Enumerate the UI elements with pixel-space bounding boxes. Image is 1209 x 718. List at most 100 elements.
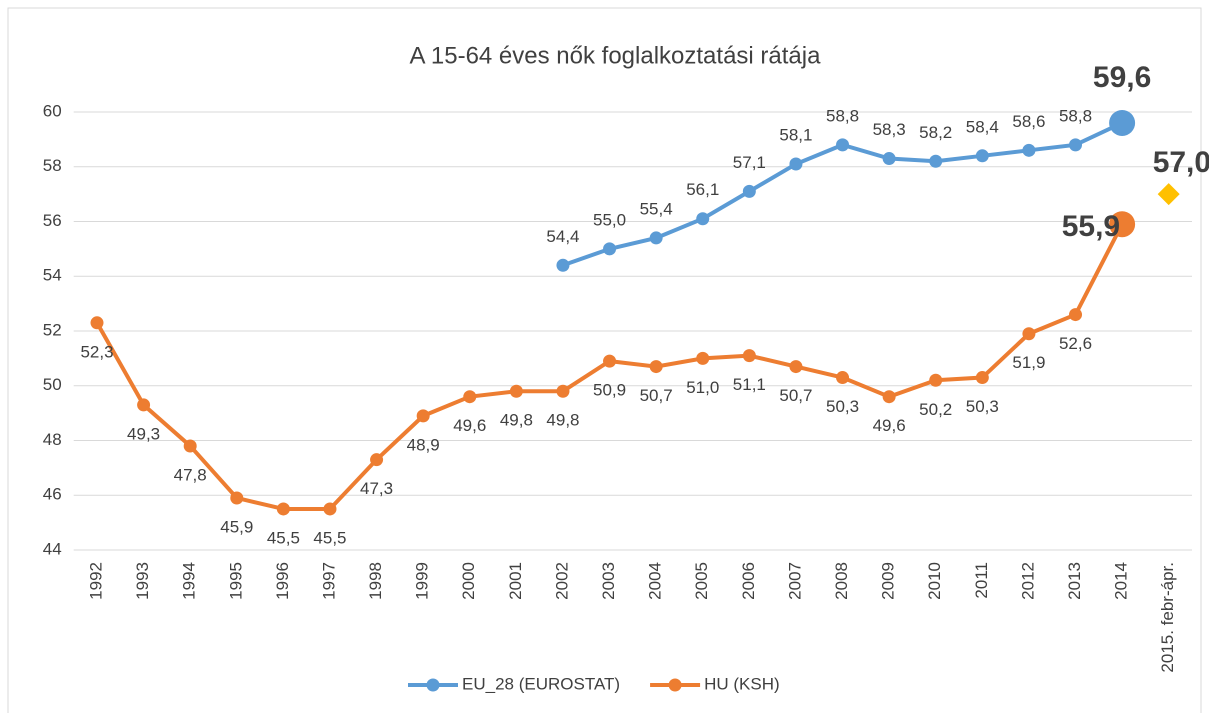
marker: [929, 373, 943, 387]
legend-marker: [668, 678, 682, 692]
data-label: 58,1: [779, 125, 812, 144]
data-label: 55,9: [1062, 210, 1120, 243]
x-tick-label: 1992: [86, 562, 105, 600]
marker: [836, 138, 850, 152]
y-tick-label: 56: [43, 211, 62, 230]
data-label: 56,1: [686, 180, 719, 199]
data-label: 52,3: [80, 342, 113, 361]
marker: [1022, 143, 1036, 157]
x-tick-label: 1996: [273, 562, 292, 600]
data-label: 48,9: [407, 435, 440, 454]
data-label: 51,1: [733, 375, 766, 394]
data-label: 59,6: [1093, 61, 1151, 94]
marker: [230, 491, 244, 505]
marker: [742, 184, 756, 198]
marker: [929, 154, 943, 168]
marker: [416, 409, 430, 423]
data-label: 45,5: [313, 528, 346, 547]
chart-title: A 15-64 éves nők foglalkoztatási rátája: [410, 42, 822, 69]
marker: [463, 390, 477, 404]
data-label: 50,7: [779, 386, 812, 405]
y-tick-label: 54: [43, 266, 62, 285]
x-tick-label: 2012: [1018, 562, 1037, 600]
x-tick-label: 2008: [832, 562, 851, 600]
data-label: 50,7: [640, 386, 673, 405]
y-tick-label: 44: [43, 539, 62, 558]
marker: [696, 351, 710, 365]
x-tick-label: 1997: [319, 562, 338, 600]
x-tick-label: 2011: [972, 562, 991, 599]
marker: [603, 242, 617, 256]
y-tick-label: 50: [43, 375, 62, 394]
marker: [370, 453, 384, 467]
data-label: 52,6: [1059, 334, 1092, 353]
marker: [603, 354, 617, 368]
marker: [1022, 327, 1036, 341]
marker: [137, 398, 151, 412]
x-tick-label: 2007: [785, 562, 804, 600]
legend-marker: [426, 678, 440, 692]
legend-label: EU_28 (EUROSTAT): [462, 674, 620, 693]
x-tick-label: 2010: [925, 562, 944, 600]
marker: [509, 384, 523, 398]
data-label: 58,3: [873, 120, 906, 139]
data-label: 45,9: [220, 517, 253, 536]
x-tick-label: 2004: [646, 562, 665, 600]
x-tick-label: 2003: [599, 562, 618, 600]
x-tick-label: 2015. febr-ápr.: [1158, 562, 1177, 673]
marker: [975, 371, 989, 385]
marker: [1157, 183, 1180, 206]
data-label: 49,8: [546, 411, 579, 430]
data-label: 55,4: [640, 199, 673, 218]
data-label: 49,6: [453, 416, 486, 435]
marker: [90, 316, 104, 330]
marker: [276, 502, 290, 516]
y-tick-label: 48: [43, 430, 62, 449]
data-label: 49,3: [127, 424, 160, 443]
data-label: 51,9: [1012, 353, 1045, 372]
marker: [183, 439, 197, 453]
marker: [1069, 138, 1083, 152]
x-tick-label: 2000: [459, 562, 478, 600]
x-tick-label: 2002: [552, 562, 571, 600]
data-label: 58,8: [826, 106, 859, 125]
y-tick-label: 58: [43, 156, 62, 175]
x-tick-label: 2005: [692, 562, 711, 600]
marker: [323, 502, 337, 516]
marker: [742, 349, 756, 363]
marker: [975, 149, 989, 163]
x-tick-label: 2001: [506, 562, 525, 600]
data-label: 58,8: [1059, 106, 1092, 125]
data-label: 50,3: [826, 397, 859, 416]
data-label: 57,0: [1153, 146, 1209, 179]
x-tick-label: 1993: [133, 562, 152, 600]
data-label: 47,3: [360, 479, 393, 498]
data-label: 58,2: [919, 123, 952, 142]
y-tick-label: 60: [43, 101, 62, 120]
data-label: 55,0: [593, 210, 626, 229]
data-label: 47,8: [174, 465, 207, 484]
marker: [836, 371, 850, 385]
data-label: 45,5: [267, 528, 300, 547]
data-label: 49,6: [873, 416, 906, 435]
chart-border: [7, 7, 1202, 718]
data-label: 50,2: [919, 400, 952, 419]
marker: [882, 152, 896, 166]
data-label: 58,6: [1012, 112, 1045, 131]
marker: [649, 360, 663, 374]
marker: [789, 157, 803, 171]
data-label: 58,4: [966, 117, 999, 136]
legend-label: HU (KSH): [704, 674, 780, 693]
data-label: 50,9: [593, 381, 626, 400]
marker: [696, 212, 710, 226]
marker: [556, 258, 570, 272]
x-tick-label: 1995: [226, 562, 245, 600]
data-label: 50,3: [966, 397, 999, 416]
marker: [649, 231, 663, 245]
x-tick-label: 1998: [366, 562, 385, 600]
marker: [1069, 308, 1083, 322]
y-tick-label: 52: [43, 320, 62, 339]
data-label: 54,4: [546, 227, 579, 246]
x-tick-label: 2014: [1112, 562, 1131, 600]
